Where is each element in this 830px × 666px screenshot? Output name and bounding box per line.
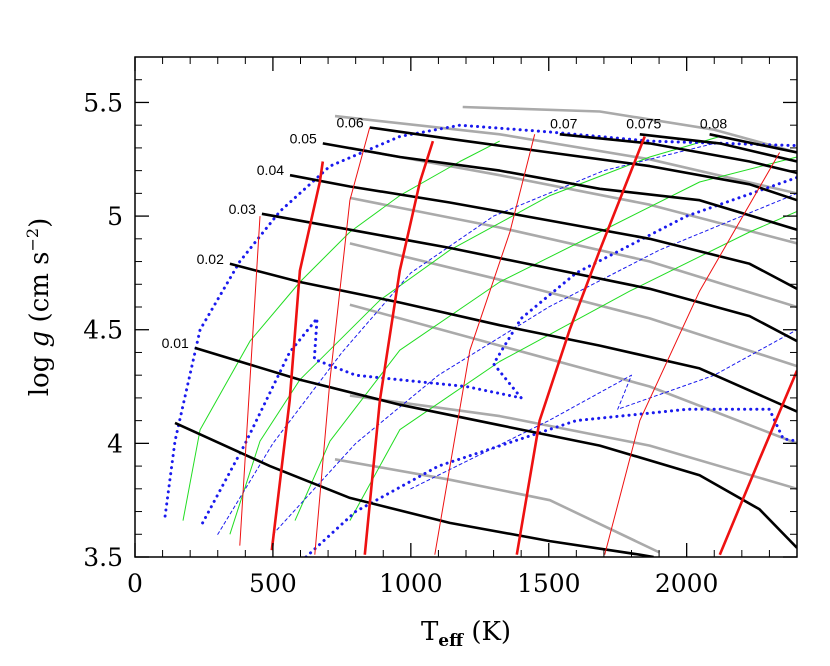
- track-line: [217, 142, 715, 535]
- track-line: [322, 142, 797, 231]
- y-axis-label: log g (cm s−2): [23, 218, 55, 397]
- y-tick-label: 5: [107, 202, 123, 231]
- x-tick-label: 1500: [517, 569, 581, 598]
- mass-label: 0.02: [197, 251, 224, 267]
- x-axis-label: Teff (K): [421, 617, 511, 651]
- mass-label: 0.07: [550, 115, 577, 131]
- track-line: [349, 196, 797, 309]
- y-tick-label: 4: [107, 429, 123, 458]
- track-line: [349, 211, 797, 521]
- mass-label: 0.01: [162, 335, 189, 351]
- track-line: [639, 133, 797, 163]
- track-line: [709, 133, 797, 154]
- mass-label: 0.05: [290, 130, 317, 146]
- x-tick-label: 1000: [379, 569, 443, 598]
- track-line: [272, 192, 797, 535]
- track-line: [174, 421, 654, 557]
- track-line: [289, 173, 797, 290]
- track-line: [261, 212, 797, 343]
- x-tick-label: 2000: [655, 569, 719, 598]
- mass-label: 0.03: [229, 201, 256, 217]
- track-line: [334, 458, 661, 554]
- track-line: [239, 216, 261, 546]
- track-line: [304, 407, 797, 557]
- track-line: [349, 242, 797, 368]
- track-line: [349, 303, 797, 445]
- y-tick-label: 5.5: [83, 88, 123, 117]
- track-line: [410, 329, 797, 490]
- track-line: [559, 133, 797, 175]
- track-line: [462, 105, 797, 154]
- track-line: [270, 161, 325, 551]
- track-line: [314, 127, 371, 555]
- x-tick-label: 0: [127, 569, 143, 598]
- track-line: [369, 126, 797, 202]
- track-line: [604, 152, 781, 555]
- track-line: [182, 140, 500, 521]
- track-line: [349, 394, 797, 491]
- mass-label: 0.075: [626, 115, 661, 131]
- mass-label: 0.04: [257, 162, 284, 178]
- y-tick-label: 3.5: [83, 543, 123, 572]
- y-tick-label: 4.5: [83, 316, 123, 345]
- track-line: [434, 134, 536, 555]
- track-line: [363, 140, 435, 555]
- track-line: [294, 156, 797, 521]
- track-line: [163, 123, 797, 518]
- track-line: [194, 346, 797, 549]
- track-line: [201, 176, 797, 525]
- x-tick-label: 500: [249, 569, 297, 598]
- mass-label: 0.08: [700, 115, 727, 131]
- mass-label: 0.06: [336, 114, 363, 130]
- track-line: [515, 136, 646, 555]
- curves: [163, 105, 797, 557]
- track-line: [718, 370, 797, 556]
